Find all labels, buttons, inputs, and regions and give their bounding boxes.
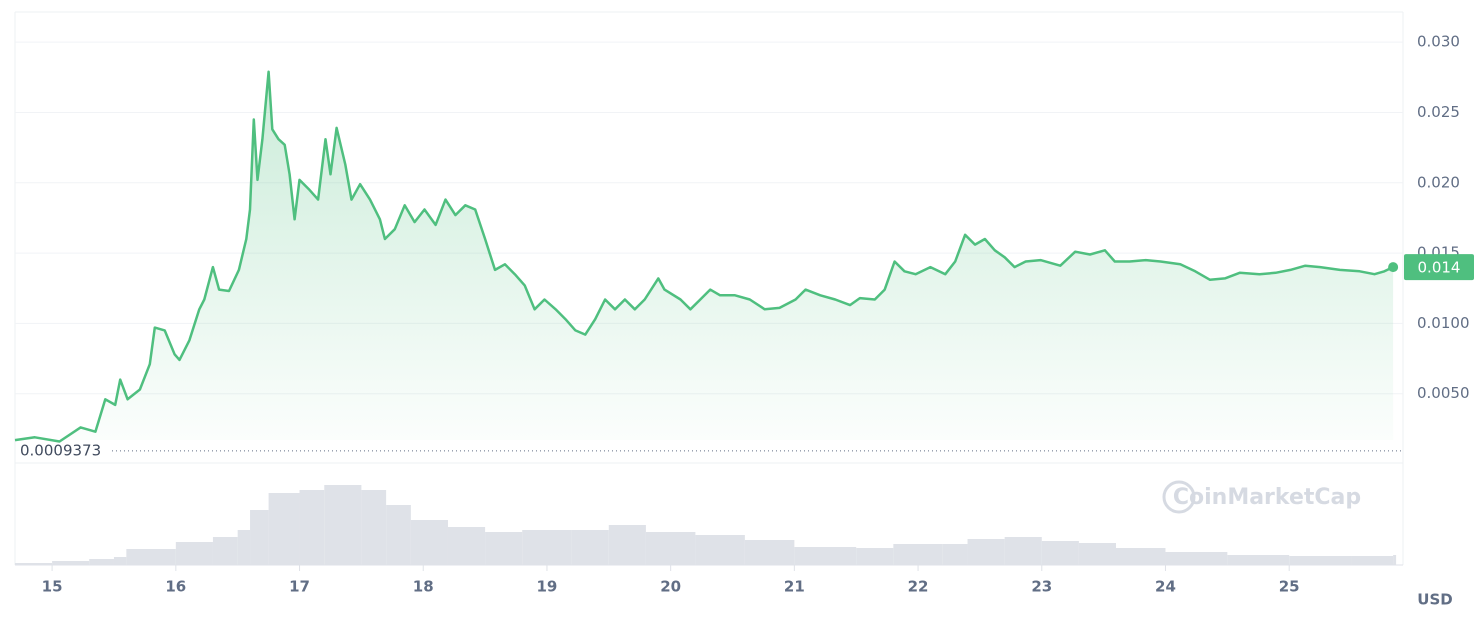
volume-bar [1393, 555, 1397, 565]
y-tick-label: 0.020 [1417, 173, 1460, 191]
volume-bar [212, 537, 238, 565]
volume-bar [856, 548, 894, 565]
volume-bar [744, 540, 795, 565]
volume-bar [52, 561, 90, 565]
y-tick-label: 0.0050 [1417, 384, 1470, 402]
volume-bar [324, 485, 362, 565]
volume-bar [608, 525, 646, 565]
x-tick-label: 22 [908, 578, 929, 596]
volume-bar [237, 530, 251, 565]
volume-bar [1041, 541, 1079, 565]
volume-bar [571, 530, 609, 565]
volume-bar [113, 557, 127, 565]
price-line [14, 70, 1394, 443]
min-label: 0.0009373 [20, 441, 101, 459]
x-tick-label: 17 [289, 578, 310, 596]
x-tick-label: 15 [42, 578, 63, 596]
volume-bar [250, 510, 269, 565]
x-tick-label: 19 [537, 578, 558, 596]
volume-bar [695, 535, 745, 565]
volume-bar [15, 563, 53, 565]
volume-bar [268, 493, 300, 565]
volume-bar [89, 559, 114, 565]
x-tick-label: 20 [660, 578, 681, 596]
volume-bar [1351, 556, 1394, 565]
volume-bar [794, 547, 857, 565]
volume-bar [1289, 556, 1352, 565]
volume-bar [175, 542, 213, 565]
volume-bar [645, 532, 696, 565]
volume-bar [522, 530, 572, 565]
volume-bar [361, 490, 387, 565]
volume-bar [485, 532, 523, 565]
x-tick-label: 21 [784, 578, 805, 596]
y-tick-label: 0.025 [1417, 103, 1460, 121]
price-badge-label: 0.014 [1418, 259, 1461, 277]
volume-bar [942, 544, 968, 565]
volume-bar [1078, 543, 1116, 565]
volume-bar [1115, 548, 1166, 565]
volume-bar [1227, 555, 1290, 565]
axis-unit: USD [1417, 591, 1452, 609]
volume-bar [299, 490, 325, 565]
y-tick-label: 0.0100 [1417, 314, 1470, 332]
volume-bar [447, 527, 486, 565]
volume-bar [967, 539, 1005, 565]
volume-bar [1004, 537, 1042, 565]
price-badge [1404, 254, 1474, 281]
volume-bar [1165, 552, 1228, 565]
x-tick-label: 24 [1155, 578, 1176, 596]
volume-bar [386, 505, 411, 565]
volume-bar [410, 520, 448, 565]
x-tick-label: 16 [165, 578, 186, 596]
last-point [1388, 262, 1399, 273]
watermark: CoinMarketCap [1173, 485, 1361, 510]
x-tick-label: 25 [1279, 578, 1300, 596]
volume-bar [893, 544, 943, 565]
price-area [15, 71, 1394, 442]
x-tick-label: 23 [1031, 578, 1052, 596]
y-tick-label: 0.030 [1417, 33, 1460, 51]
volume-bar [126, 549, 176, 565]
watermark-logo [1162, 480, 1196, 514]
x-tick-label: 18 [413, 578, 434, 596]
